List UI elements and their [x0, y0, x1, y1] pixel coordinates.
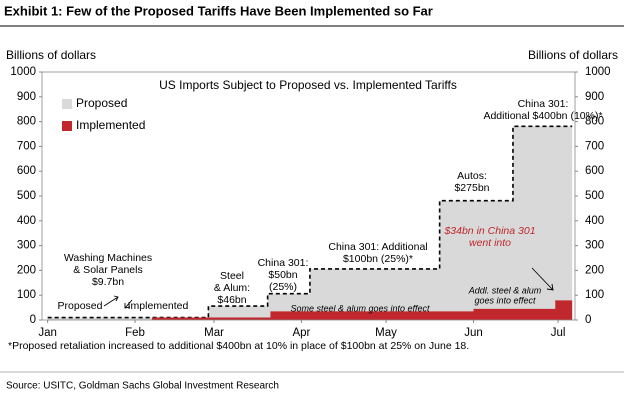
- legend-label: Proposed: [76, 96, 127, 110]
- y2-tick-label: 800: [585, 116, 604, 128]
- annotation: $46bn: [217, 294, 246, 306]
- annotation: (25%): [269, 281, 297, 293]
- x-tick-label: Jul: [551, 327, 566, 339]
- annotation: went into: [469, 237, 511, 249]
- annotation: Steel: [220, 270, 244, 282]
- chart-title: Exhibit 1: Few of the Proposed Tariffs H…: [4, 3, 433, 18]
- y-tick-label: 700: [17, 140, 36, 152]
- x-tick-label: Jun: [464, 327, 483, 339]
- annotation: China 301:: [518, 98, 569, 110]
- arrow: [531, 267, 554, 291]
- annotation: $34bn in China 301: [443, 225, 535, 237]
- annotation: Addl. steel & alum: [468, 285, 542, 295]
- plot-area: [42, 72, 575, 320]
- source: Source: USITC, Goldman Sachs Global Inve…: [6, 381, 279, 392]
- y2-tick-label: 1000: [585, 66, 611, 78]
- area: [47, 126, 573, 320]
- x-tick-label: May: [375, 327, 397, 339]
- y-tick-label: 1000: [10, 66, 36, 78]
- annotation: $275bn: [454, 182, 489, 194]
- y-tick-label: 300: [17, 240, 36, 252]
- y2-tick-label: 600: [585, 165, 604, 177]
- annotation: Additional $400bn (10%)*: [483, 110, 602, 122]
- y2-axis-label: Billions of dollars: [528, 48, 618, 62]
- annotation: $9.7bn: [92, 276, 124, 288]
- y2-tick-label: 900: [585, 91, 604, 103]
- annotation: & Alum:: [214, 282, 250, 294]
- legend-label: Implemented: [76, 118, 145, 132]
- chart-subtitle: US Imports Subject to Proposed vs. Imple…: [159, 78, 457, 92]
- y-tick-label: 600: [17, 165, 36, 177]
- y2-tick-label: 400: [585, 215, 604, 227]
- x-tick-label: Mar: [204, 327, 224, 339]
- annotation: Washing Machines: [64, 252, 152, 264]
- annotation: China 301:: [258, 257, 309, 269]
- y-tick-label: 100: [17, 289, 36, 301]
- y2-tick-label: 500: [585, 190, 604, 202]
- y-tick-label: 900: [17, 91, 36, 103]
- legend: Proposed Implemented: [62, 96, 145, 132]
- x-tick-label: Apr: [292, 327, 310, 339]
- footnote: *Proposed retaliation increased to addit…: [8, 340, 469, 352]
- arrows: [103, 267, 554, 309]
- annotation: $100bn (25%)*: [343, 253, 413, 265]
- y-tick-label: 200: [17, 264, 36, 276]
- arrow: [103, 295, 119, 307]
- annotation: Some steel & alum goes into effect: [290, 303, 430, 313]
- legend-swatch: [62, 99, 72, 109]
- y2-tick-label: 0: [585, 314, 591, 326]
- annotations: Washing Machines & Solar Panels $9.7bn P…: [58, 98, 603, 314]
- y2-tick-label: 100: [585, 289, 604, 301]
- y2-tick-label: 200: [585, 264, 604, 276]
- y-tick-label: 400: [17, 215, 36, 227]
- annotation: & Solar Panels: [73, 264, 142, 276]
- y2-tick-label: 300: [585, 240, 604, 252]
- annotation: Implemented: [128, 300, 189, 312]
- legend-swatch: [62, 121, 72, 131]
- y-tick-label: 500: [17, 190, 36, 202]
- arrow: [124, 299, 133, 309]
- y-tick-label: 800: [17, 116, 36, 128]
- annotation: Autos:: [457, 170, 487, 182]
- x-tick-label: Feb: [125, 327, 145, 339]
- annotation: Proposed: [58, 300, 103, 312]
- y-axis-label: Billions of dollars: [6, 48, 96, 62]
- annotation: $50bn: [268, 269, 297, 281]
- area: [47, 300, 573, 320]
- y2-tick-label: 700: [585, 140, 604, 152]
- annotation: goes into effect: [474, 295, 536, 305]
- x-tick-label: Jan: [38, 327, 57, 339]
- dashed-outline: [47, 125, 573, 319]
- y-tick-label: 0: [30, 314, 36, 326]
- annotation: China 301: Additional: [328, 241, 427, 253]
